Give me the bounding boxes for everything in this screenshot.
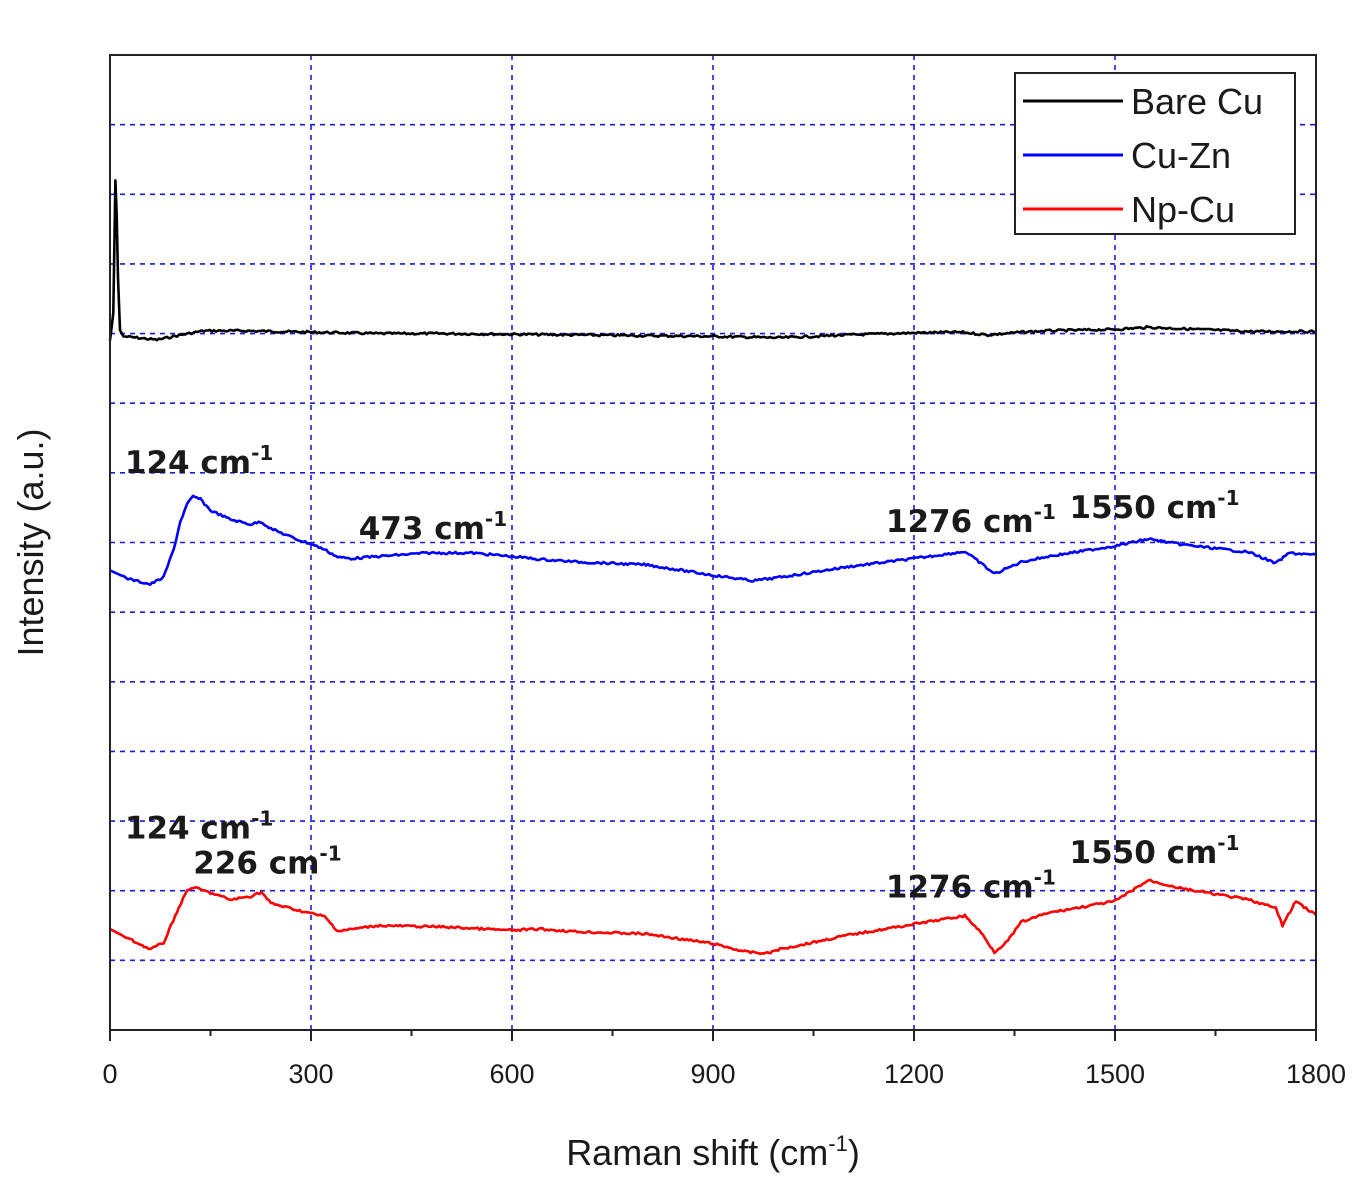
x-axis-ticks: 0 300 600 900 1200 1500 1800 [102,1030,1346,1089]
peak-annotation-superscript: -1 [1034,866,1056,890]
y-axis-label: Intensity (a.u.) [10,428,51,656]
x-axis-label: Raman shift (cm-1) [566,1131,860,1173]
x-axis-label-main: Raman shift (cm [566,1132,828,1173]
peak-annotation-text: 1550 cm [1070,835,1218,871]
x-tick-label: 1200 [884,1059,944,1089]
legend-label: Bare Cu [1131,81,1263,122]
x-tick-label: 900 [690,1059,735,1089]
peak-annotation-text: 124 cm [125,810,251,846]
peak-annotation-superscript: -1 [319,841,341,865]
series-line-bare-cu [108,179,1317,342]
peak-annotation-superscript: -1 [251,806,273,830]
legend: Bare Cu Cu-Zn Np-Cu [1014,72,1296,235]
peak-annotation: 124 cm-1 [125,441,273,481]
peak-annotation-superscript: -1 [1217,486,1239,510]
legend-label: Np-Cu [1131,189,1235,230]
peak-annotation: 226 cm-1 [193,841,341,881]
peak-annotation-text: 1550 cm [1070,490,1218,526]
peak-annotation: 1550 cm-1 [1070,831,1240,871]
x-tick-label: 300 [288,1059,333,1089]
x-axis-label-superscript: -1 [828,1131,848,1156]
peak-annotation-superscript: -1 [485,507,507,531]
peak-annotation: 473 cm-1 [359,507,507,547]
peak-annotation-text: 1276 cm [886,870,1034,906]
peak-annotation-text: 1276 cm [886,504,1034,540]
legend-label: Cu-Zn [1131,135,1231,176]
series-line-np-cu [109,878,1317,956]
series-line-cu-zn [109,494,1317,586]
peak-annotation: 124 cm-1 [125,806,273,846]
x-axis-label-close: ) [848,1132,860,1173]
x-tick-label: 0 [102,1059,117,1089]
peak-annotation-text: 473 cm [359,511,485,547]
peak-annotation-superscript: -1 [1034,500,1056,524]
peak-annotation: 1276 cm-1 [886,866,1056,906]
series-lines [108,179,1317,956]
x-tick-label: 600 [489,1059,534,1089]
peak-annotation: 1276 cm-1 [886,500,1056,540]
x-tick-label: 1500 [1085,1059,1145,1089]
peak-annotation-superscript: -1 [251,441,273,465]
peak-annotation-text: 226 cm [193,845,319,881]
peak-annotation-text: 124 cm [125,445,251,481]
peak-annotation-superscript: -1 [1217,831,1239,855]
x-tick-label: 1800 [1286,1059,1346,1089]
peak-annotation: 1550 cm-1 [1070,486,1240,526]
